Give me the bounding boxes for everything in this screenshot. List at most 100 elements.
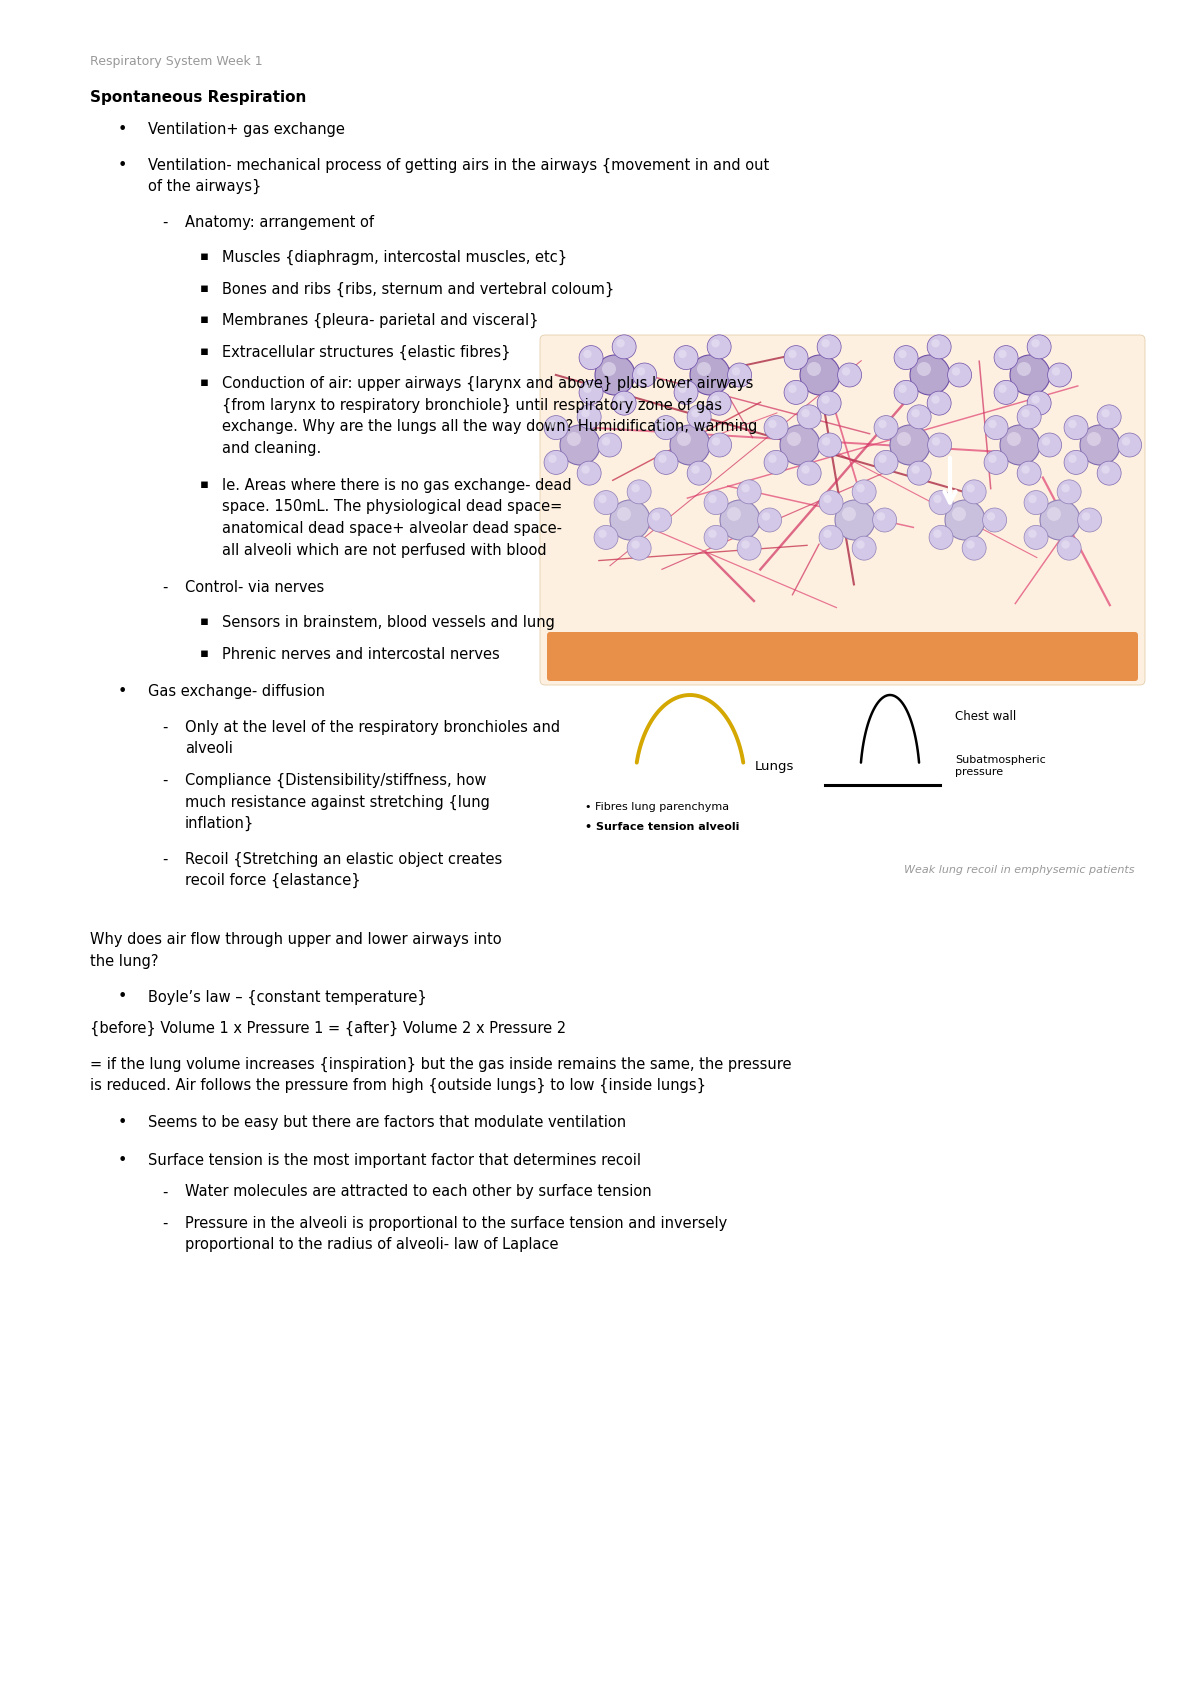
FancyBboxPatch shape xyxy=(547,632,1138,681)
Circle shape xyxy=(654,416,678,440)
Text: Spontaneous Respiration: Spontaneous Respiration xyxy=(90,90,306,105)
Circle shape xyxy=(911,409,919,418)
Circle shape xyxy=(617,340,625,348)
Circle shape xyxy=(544,416,568,440)
Circle shape xyxy=(1027,391,1051,414)
Circle shape xyxy=(602,362,616,375)
Circle shape xyxy=(994,346,1018,370)
Text: Chest wall: Chest wall xyxy=(955,710,1016,723)
Circle shape xyxy=(894,346,918,370)
Text: the lung?: the lung? xyxy=(90,954,158,970)
Circle shape xyxy=(821,340,829,348)
Circle shape xyxy=(712,436,720,445)
Text: ▪: ▪ xyxy=(200,282,209,294)
Circle shape xyxy=(857,540,865,548)
Circle shape xyxy=(727,363,751,387)
Text: Anatomy: arrangement of: Anatomy: arrangement of xyxy=(185,214,374,229)
Circle shape xyxy=(802,409,810,418)
Circle shape xyxy=(1024,491,1048,514)
Circle shape xyxy=(1038,433,1062,457)
Circle shape xyxy=(648,508,672,531)
Text: space. 150mL. The physiological dead space=: space. 150mL. The physiological dead spa… xyxy=(222,499,563,514)
Circle shape xyxy=(1102,465,1110,474)
Circle shape xyxy=(1117,433,1141,457)
Circle shape xyxy=(962,481,986,504)
Circle shape xyxy=(907,462,931,486)
Circle shape xyxy=(599,530,607,538)
Circle shape xyxy=(948,363,972,387)
Circle shape xyxy=(678,385,686,392)
Circle shape xyxy=(852,537,876,560)
Circle shape xyxy=(707,335,731,358)
Circle shape xyxy=(910,355,950,396)
Circle shape xyxy=(998,385,1007,392)
Text: much resistance against stretching {lung: much resistance against stretching {lung xyxy=(185,795,490,810)
Text: Boyle’s law – {constant temperature}: Boyle’s law – {constant temperature} xyxy=(148,990,427,1005)
Circle shape xyxy=(677,431,691,447)
Circle shape xyxy=(928,391,952,414)
Circle shape xyxy=(797,462,821,486)
Text: all alveoli which are not perfused with blood: all alveoli which are not perfused with … xyxy=(222,542,547,557)
Text: -: - xyxy=(162,1216,167,1231)
Text: anatomical dead space+ alveolar dead space-: anatomical dead space+ alveolar dead spa… xyxy=(222,521,562,537)
Circle shape xyxy=(966,484,974,492)
Circle shape xyxy=(691,465,700,474)
Text: proportional to the radius of alveoli- law of Laplace: proportional to the radius of alveoli- l… xyxy=(185,1238,558,1253)
Circle shape xyxy=(907,404,931,430)
Circle shape xyxy=(911,465,919,474)
Text: -: - xyxy=(162,214,167,229)
Circle shape xyxy=(872,508,896,531)
Circle shape xyxy=(823,530,832,538)
Circle shape xyxy=(762,513,770,521)
Circle shape xyxy=(1087,431,1102,447)
Circle shape xyxy=(757,508,781,531)
Text: Control- via nerves: Control- via nerves xyxy=(185,581,324,594)
Text: -: - xyxy=(162,851,167,866)
Circle shape xyxy=(737,481,761,504)
Text: Compliance {Distensibility/stiffness, how: Compliance {Distensibility/stiffness, ho… xyxy=(185,773,486,788)
Circle shape xyxy=(1064,450,1088,474)
Text: inflation}: inflation} xyxy=(185,817,254,832)
Circle shape xyxy=(1048,363,1072,387)
Circle shape xyxy=(931,436,941,445)
Text: • Fibres lung parenchyma: • Fibres lung parenchyma xyxy=(586,801,730,812)
Text: Subatmospheric
pressure: Subatmospheric pressure xyxy=(955,756,1045,776)
Circle shape xyxy=(929,491,953,514)
Circle shape xyxy=(1057,537,1081,560)
Text: ▪: ▪ xyxy=(200,345,209,358)
Circle shape xyxy=(768,419,776,428)
Text: Ventilation+ gas exchange: Ventilation+ gas exchange xyxy=(148,122,344,138)
Circle shape xyxy=(712,340,720,348)
Circle shape xyxy=(1082,513,1091,521)
Circle shape xyxy=(1040,499,1080,540)
Circle shape xyxy=(820,525,844,550)
Circle shape xyxy=(580,346,604,370)
Circle shape xyxy=(1046,508,1061,521)
Circle shape xyxy=(737,537,761,560)
Circle shape xyxy=(568,431,581,447)
Circle shape xyxy=(931,340,940,348)
Text: -: - xyxy=(162,720,167,735)
Circle shape xyxy=(952,508,966,521)
Circle shape xyxy=(788,350,797,358)
Text: •: • xyxy=(118,1116,127,1131)
Text: •: • xyxy=(118,122,127,138)
Circle shape xyxy=(1007,431,1021,447)
Circle shape xyxy=(631,540,640,548)
Circle shape xyxy=(632,363,656,387)
Circle shape xyxy=(820,491,844,514)
Text: Weak lung recoil in emphysemic patients: Weak lung recoil in emphysemic patients xyxy=(905,864,1135,874)
Circle shape xyxy=(548,455,557,464)
Circle shape xyxy=(800,355,840,396)
Circle shape xyxy=(708,433,732,457)
Circle shape xyxy=(857,484,865,492)
Circle shape xyxy=(704,491,728,514)
Circle shape xyxy=(899,350,907,358)
Circle shape xyxy=(670,424,710,465)
Text: is reduced. Air follows the pressure from high {outside lungs} to low {inside lu: is reduced. Air follows the pressure fro… xyxy=(90,1078,706,1094)
Circle shape xyxy=(989,455,997,464)
Text: Membranes {pleura- parietal and visceral}: Membranes {pleura- parietal and visceral… xyxy=(222,312,539,328)
Circle shape xyxy=(1018,462,1042,486)
Text: {before} Volume 1 x Pressure 1 = {after} Volume 2 x Pressure 2: {before} Volume 1 x Pressure 1 = {after}… xyxy=(90,1020,566,1036)
Text: Why does air flow through upper and lower airways into: Why does air flow through upper and lowe… xyxy=(90,932,502,947)
